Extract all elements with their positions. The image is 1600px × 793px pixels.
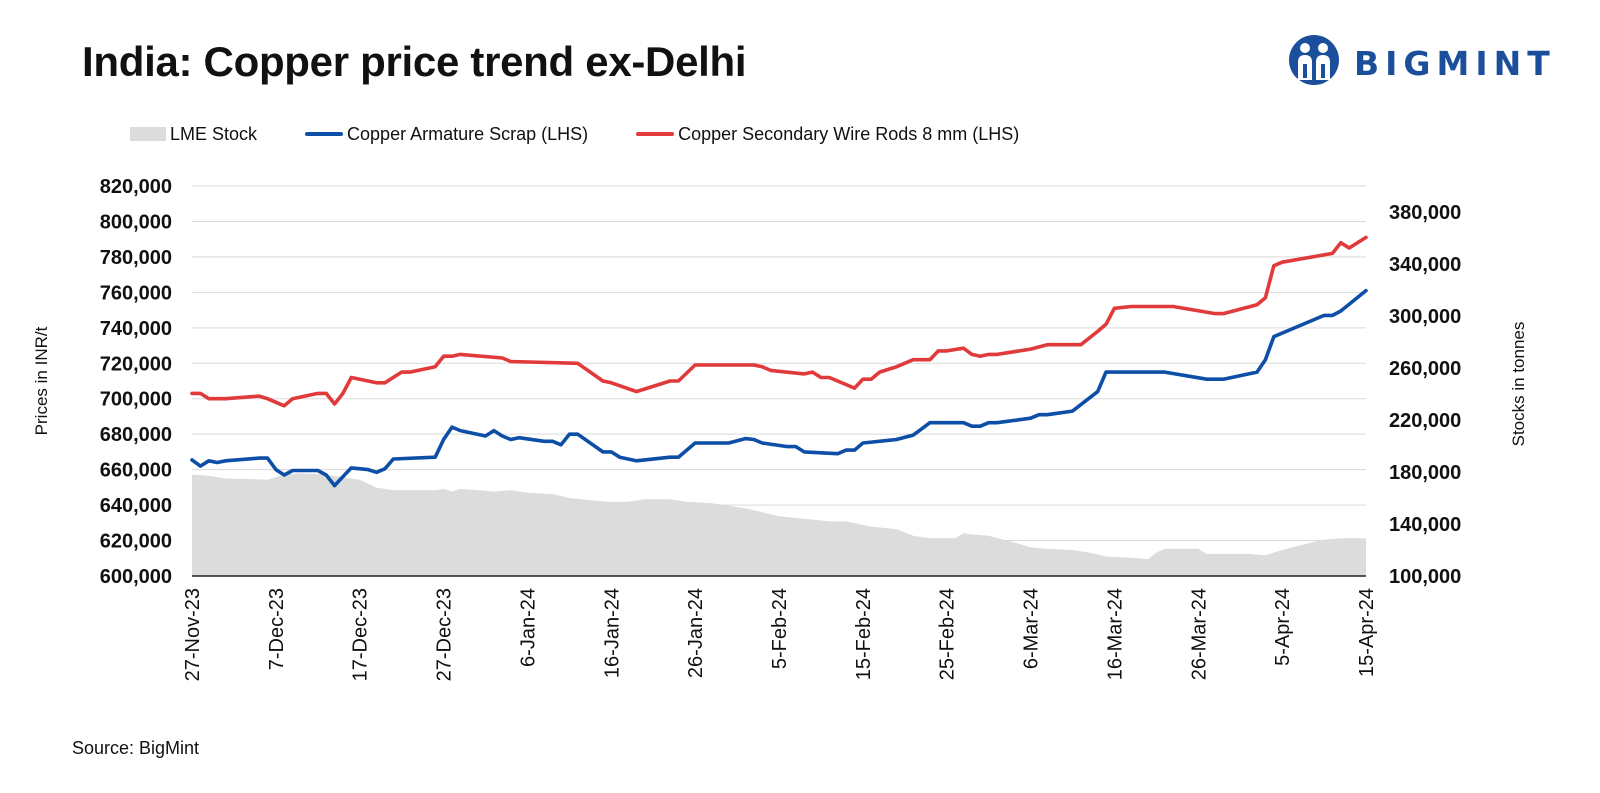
wire-rods-line [190,235,1368,408]
y2-tick-label-6: 340,000 [1389,254,1461,276]
source-note: Source: BigMint [72,738,200,758]
y-tick-label-3: 660,000 [100,460,172,482]
x-tick-label-14: 15-Apr-24 [1356,588,1378,677]
y2-tick-label-5: 300,000 [1389,306,1461,328]
x-tick-label-6: 26-Jan-24 [685,588,707,678]
armature-scrap-line [190,288,1368,488]
x-tick-label-13: 5-Apr-24 [1272,588,1294,666]
x-tick-label-3: 27-Dec-23 [434,588,456,681]
y-tick-label-11: 820,000 [100,176,172,198]
legend-item-armature-scrap: Copper Armature Scrap (LHS) [305,124,588,145]
lme-stock-area [192,473,1366,576]
legend-item-wire-rods: Copper Secondary Wire Rods 8 mm (LHS) [636,124,1019,145]
y2-tick-label-2: 180,000 [1389,462,1461,484]
chart-title: India: Copper price trend ex-Delhi [82,38,747,85]
y-tick-label-8: 760,000 [100,282,172,304]
y-tick-label-5: 700,000 [100,389,172,411]
y2-tick-label-4: 260,000 [1389,358,1461,380]
x-tick-label-1: 7-Dec-23 [266,588,288,670]
x-tick-label-5: 16-Jan-24 [601,588,623,678]
brand-name: BIGMINT [1354,44,1556,83]
x-tick-label-12: 26-Mar-24 [1188,588,1210,680]
x-tick-label-9: 25-Feb-24 [937,588,959,680]
legend-swatch-wire-rods [636,132,675,136]
y-axis-title: Prices in INR/t [32,326,51,435]
y-tick-label-9: 780,000 [100,247,172,269]
x-tick-label-8: 15-Feb-24 [853,588,875,680]
y-tick-label-1: 620,000 [100,531,172,553]
x-tick-label-2: 17-Dec-23 [350,588,372,681]
y2-tick-label-3: 220,000 [1389,410,1461,432]
legend-swatch-lme-stock [130,127,166,141]
y-tick-label-4: 680,000 [100,424,172,446]
y2-tick-label-7: 380,000 [1389,202,1461,224]
x-tick-label-7: 5-Feb-24 [769,588,791,669]
legend-swatch-armature-scrap [305,132,344,136]
x-tick-label-10: 6-Mar-24 [1021,588,1043,669]
y2-tick-label-0: 100,000 [1389,566,1461,588]
bigmint-logo: BIGMINT [1288,34,1568,86]
legend-item-lme-stock: LME Stock [130,124,257,145]
y2-axis-title: Stocks in tonnes [1509,322,1528,447]
y-tick-label-10: 800,000 [100,211,172,233]
people-logo-icon [1289,35,1339,85]
legend-label-wire-rods: Copper Secondary Wire Rods 8 mm (LHS) [678,123,1020,144]
legend-label-armature-scrap: Copper Armature Scrap (LHS) [347,123,589,144]
y-tick-label-2: 640,000 [100,495,172,517]
y2-tick-label-1: 140,000 [1389,514,1461,536]
legend-label-lme-stock: LME Stock [170,123,258,144]
x-tick-label-4: 6-Jan-24 [517,588,539,667]
x-tick-label-0: 27-Nov-23 [182,588,204,681]
y-tick-label-6: 720,000 [100,353,172,375]
y-tick-label-0: 600,000 [100,566,172,588]
y-tick-label-7: 740,000 [100,318,172,340]
legend: LME Stock Copper Armature Scrap (LHS) Co… [130,122,1067,146]
x-tick-label-11: 16-Mar-24 [1104,588,1126,680]
